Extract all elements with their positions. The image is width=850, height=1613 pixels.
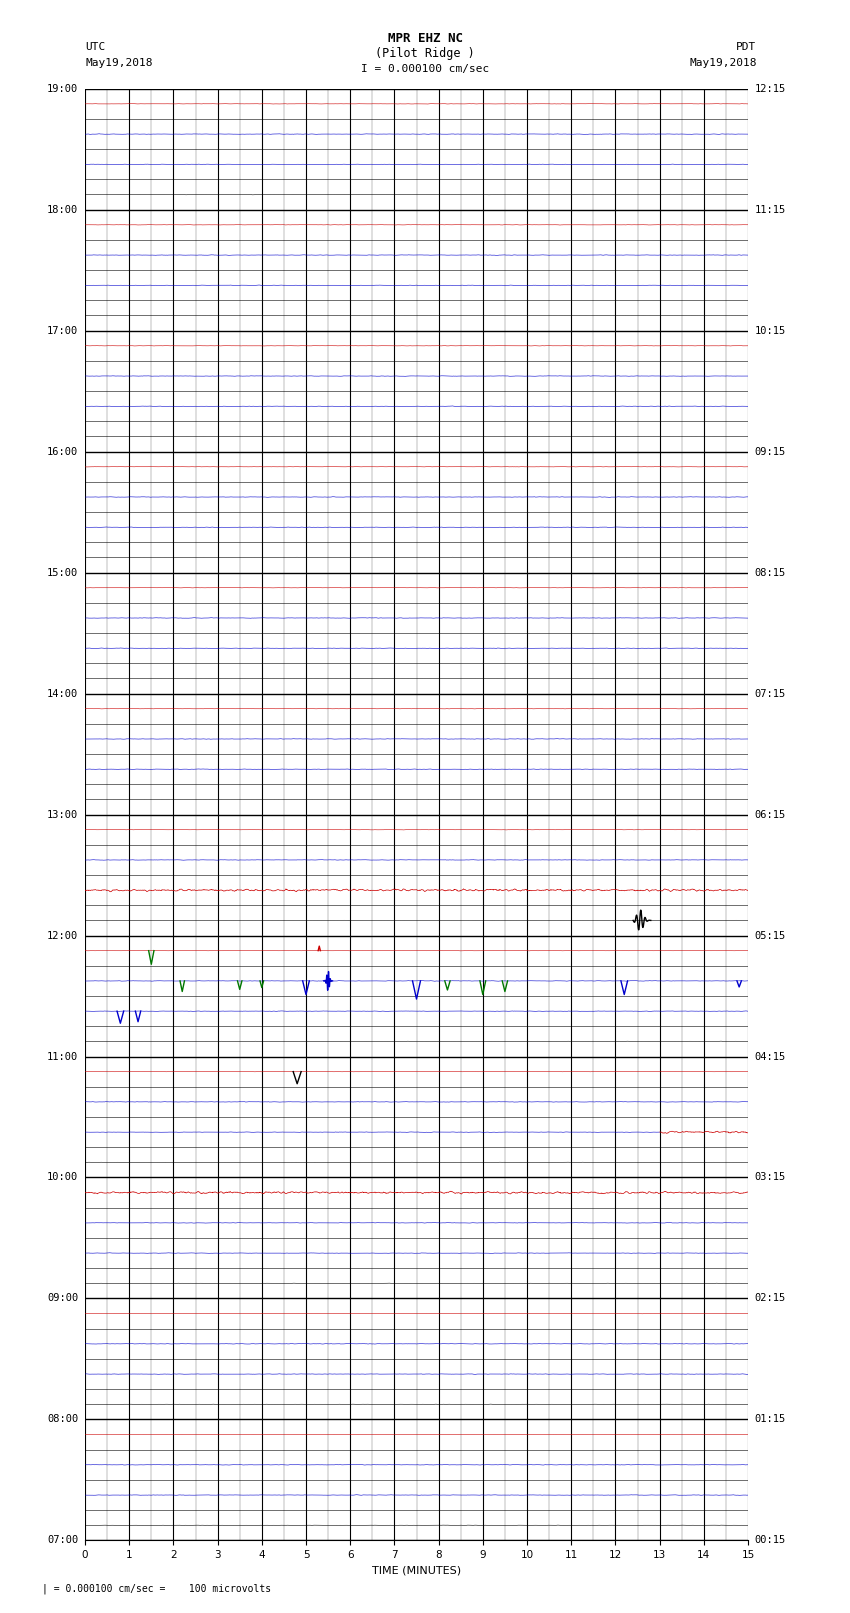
X-axis label: TIME (MINUTES): TIME (MINUTES): [372, 1566, 461, 1576]
Text: (Pilot Ridge ): (Pilot Ridge ): [375, 47, 475, 60]
Text: May19,2018: May19,2018: [85, 58, 152, 68]
Text: 17:00: 17:00: [47, 326, 78, 336]
Text: 07:00: 07:00: [47, 1536, 78, 1545]
Text: 15:00: 15:00: [47, 568, 78, 577]
Text: MPR EHZ NC: MPR EHZ NC: [388, 32, 462, 45]
Text: 01:15: 01:15: [755, 1415, 786, 1424]
Text: 06:15: 06:15: [755, 810, 786, 819]
Text: 09:15: 09:15: [755, 447, 786, 456]
Text: 11:15: 11:15: [755, 205, 786, 215]
Text: 12:15: 12:15: [755, 84, 786, 94]
Text: 08:15: 08:15: [755, 568, 786, 577]
Text: 14:00: 14:00: [47, 689, 78, 698]
Text: May19,2018: May19,2018: [689, 58, 756, 68]
Text: 12:00: 12:00: [47, 931, 78, 940]
Text: 16:00: 16:00: [47, 447, 78, 456]
Text: 04:15: 04:15: [755, 1052, 786, 1061]
Text: 11:00: 11:00: [47, 1052, 78, 1061]
Text: | = 0.000100 cm/sec =    100 microvolts: | = 0.000100 cm/sec = 100 microvolts: [42, 1582, 272, 1594]
Text: 00:15: 00:15: [755, 1536, 786, 1545]
Text: 10:00: 10:00: [47, 1173, 78, 1182]
Text: 03:15: 03:15: [755, 1173, 786, 1182]
Text: PDT: PDT: [736, 42, 756, 52]
Text: 05:15: 05:15: [755, 931, 786, 940]
Text: 07:15: 07:15: [755, 689, 786, 698]
Text: 09:00: 09:00: [47, 1294, 78, 1303]
Text: 19:00: 19:00: [47, 84, 78, 94]
Text: 02:15: 02:15: [755, 1294, 786, 1303]
Text: 13:00: 13:00: [47, 810, 78, 819]
Text: 10:15: 10:15: [755, 326, 786, 336]
Text: UTC: UTC: [85, 42, 105, 52]
Text: I = 0.000100 cm/sec: I = 0.000100 cm/sec: [361, 65, 489, 74]
Text: 08:00: 08:00: [47, 1415, 78, 1424]
Text: 18:00: 18:00: [47, 205, 78, 215]
